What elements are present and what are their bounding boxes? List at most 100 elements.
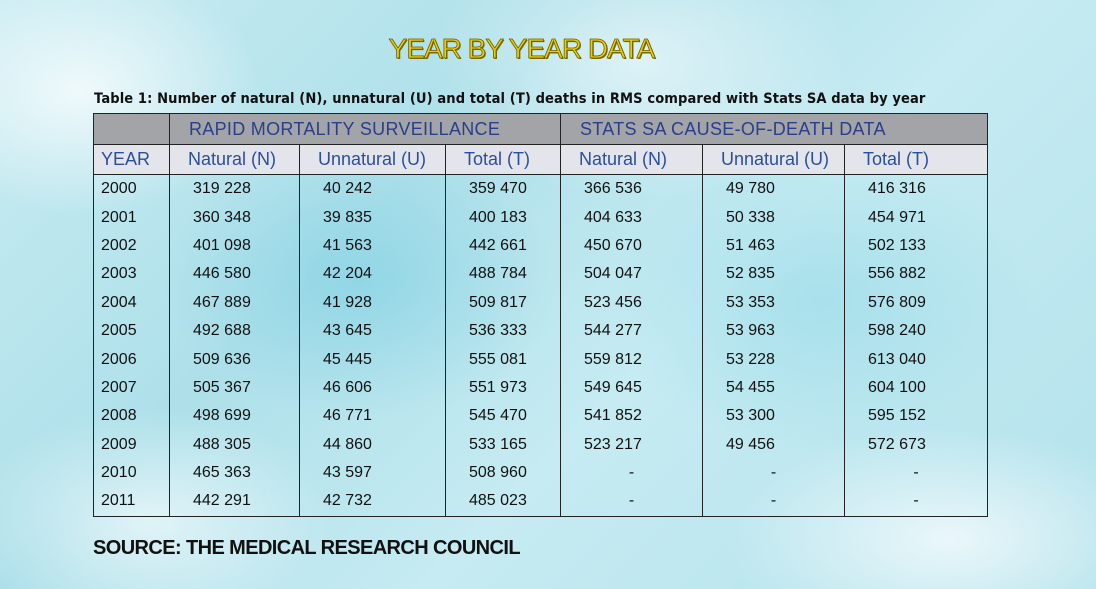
cell-rms-unnatural: 45 445 [299,345,446,374]
table-row: 2010 465 363 43 597 508 960- - - [93,458,989,488]
cell-rms-natural: 446 580 [169,260,300,289]
cell-rms-unnatural: 40 242 [299,174,446,204]
cell-year: 2002 [93,231,170,261]
column-header-rms-unnatural: Unnatural (U) [299,144,446,175]
table-row: 2009 488 305 44 860 533 165 523 217 49 456 572… [93,430,989,459]
cell-rms-total: 533 165 [445,430,561,459]
cell-sa-unnatural: 53 228 [702,345,845,374]
cell-year: 2000 [93,174,170,204]
cell-year: 2009 [93,430,170,459]
cell-year: 2010 [93,458,170,488]
cell-sa-unnatural: 53 353 [702,288,845,317]
cell-rms-unnatural: 46 771 [299,402,446,431]
cell-rms-natural: 401 098 [169,231,300,261]
table-row: 2000 319 228 40 242 359 470 366 536 49 780 416… [93,174,989,204]
cell-rms-total: 400 183 [445,203,561,232]
column-header-sa-unnatural: Unnatural (U) [702,144,845,175]
table-row: 2005 492 688 43 645 536 333 544 277 53 963 598… [93,316,989,346]
group-header-rms: RAPID MORTALITY SURVEILLANCE [169,113,561,145]
cell-rms-natural: 492 688 [169,316,300,346]
group-header-statssa: STATS SA CAUSE-OF-DEATH DATA [559,113,989,145]
cell-sa-unnatural: 54 455 [702,373,845,403]
table-row: 2001 360 348 39 835 400 183 404 633 50 338 454… [93,203,989,232]
column-header-rms-natural: Natural (N) [169,144,300,175]
cell-rms-total: 555 081 [445,345,561,374]
table-row: 2011 442 291 42 732 485 023- - - [93,487,989,517]
column-header-rms-total: Total (T) [445,144,561,175]
cell-sa-total: 604 100 [843,373,989,403]
cell-sa-unnatural: 50 338 [702,203,845,232]
table-row: 2008 498 699 46 771 545 470 541 852 53 300 595… [93,402,989,431]
group-header-blank [93,113,170,145]
cell-rms-natural: 505 367 [169,373,300,403]
cell-year: 2007 [93,373,170,403]
table-row: 2002 401 098 41 563 442 661 450 670 51 463 502… [93,231,989,261]
cell-sa-unnatural: - [702,487,845,517]
cell-rms-unnatural: 44 860 [299,430,446,459]
deaths-table: RAPID MORTALITY SURVEILLANCE STATS SA CA… [93,113,989,517]
cell-sa-natural: - [560,458,703,488]
table-caption: Table 1: Number of natural (N), unnatura… [94,91,926,107]
cell-rms-unnatural: 42 732 [299,487,446,517]
cell-sa-natural: 541 852 [560,402,703,431]
cell-sa-total: 595 152 [843,402,989,431]
cell-year: 2011 [93,487,170,517]
cell-rms-total: 485 023 [445,487,561,517]
cell-sa-unnatural: - [702,458,845,488]
cell-sa-total: 598 240 [843,316,989,346]
cell-sa-natural: 559 812 [560,345,703,374]
cell-sa-total: 454 971 [843,203,989,232]
cell-rms-unnatural: 41 563 [299,231,446,261]
cell-rms-total: 508 960 [445,458,561,488]
cell-sa-unnatural: 52 835 [702,260,845,289]
cell-sa-natural: - [560,487,703,517]
cell-sa-total: 416 316 [843,174,989,204]
cell-rms-natural: 488 305 [169,430,300,459]
cell-sa-unnatural: 49 780 [702,174,845,204]
cell-rms-total: 509 817 [445,288,561,317]
cell-year: 2005 [93,316,170,346]
cell-rms-natural: 442 291 [169,487,300,517]
cell-sa-total: 576 809 [843,288,989,317]
cell-rms-natural: 498 699 [169,402,300,431]
cell-sa-total: 502 133 [843,231,989,261]
column-header-row: YEAR Natural (N) Unnatural (U) Total (T)… [93,144,989,175]
cell-sa-total: 613 040 [843,345,989,374]
table-row: 2007 505 367 46 606 551 973 549 645 54 455 604… [93,373,989,403]
cell-year: 2004 [93,288,170,317]
cell-year: 2001 [93,203,170,232]
cell-sa-total: - [843,458,989,488]
cell-sa-natural: 549 645 [560,373,703,403]
table-body: 2000 319 228 40 242 359 470 366 536 49 780 416… [93,174,989,517]
cell-sa-natural: 404 633 [560,203,703,232]
cell-sa-unnatural: 49 456 [702,430,845,459]
cell-rms-total: 551 973 [445,373,561,403]
cell-rms-unnatural: 43 645 [299,316,446,346]
cell-sa-unnatural: 53 963 [702,316,845,346]
cell-sa-unnatural: 51 463 [702,231,845,261]
cell-sa-natural: 450 670 [560,231,703,261]
cell-sa-unnatural: 53 300 [702,402,845,431]
group-header-row: RAPID MORTALITY SURVEILLANCE STATS SA CA… [93,113,989,145]
cell-rms-natural: 467 889 [169,288,300,317]
cell-sa-natural: 523 456 [560,288,703,317]
cell-rms-natural: 465 363 [169,458,300,488]
cell-rms-unnatural: 46 606 [299,373,446,403]
column-header-year: YEAR [93,144,170,175]
cell-sa-total: - [843,487,989,517]
cell-rms-natural: 509 636 [169,345,300,374]
page-title: YEAR BY YEAR DATA [388,33,656,65]
cell-rms-total: 359 470 [445,174,561,204]
cell-year: 2003 [93,260,170,289]
cell-rms-unnatural: 43 597 [299,458,446,488]
cell-sa-natural: 523 217 [560,430,703,459]
cell-year: 2008 [93,402,170,431]
cell-sa-natural: 504 047 [560,260,703,289]
column-header-sa-natural: Natural (N) [560,144,703,175]
cell-sa-total: 572 673 [843,430,989,459]
cell-rms-unnatural: 42 204 [299,260,446,289]
column-header-sa-total: Total (T) [843,144,989,175]
cell-rms-natural: 319 228 [169,174,300,204]
table-row: 2004 467 889 41 928 509 817 523 456 53 353 576… [93,288,989,317]
cell-rms-total: 536 333 [445,316,561,346]
